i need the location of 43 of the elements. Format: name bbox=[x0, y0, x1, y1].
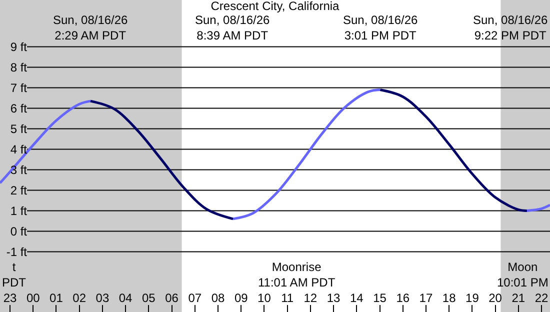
x-tick-label: 22 bbox=[534, 291, 549, 305]
x-tick-label: 06 bbox=[165, 291, 179, 305]
annotation: Sun, 08/16/26 2:29 AM PDT bbox=[53, 13, 128, 43]
y-tick-label: 2 ft bbox=[10, 183, 28, 198]
x-tick-label: 02 bbox=[72, 291, 86, 305]
y-tick-label: 6 ft bbox=[10, 101, 28, 116]
x-tick-label: 13 bbox=[326, 291, 341, 305]
y-tick-label: 7 ft bbox=[10, 80, 28, 95]
x-tick-label: 09 bbox=[234, 291, 248, 305]
annotation: Moon 10:01 PM bbox=[497, 260, 548, 290]
x-tick-label: 10 bbox=[258, 291, 272, 305]
y-tick-label: 1 ft bbox=[10, 204, 28, 218]
x-tick-label: 04 bbox=[118, 291, 133, 305]
x-tick-label: 20 bbox=[488, 291, 502, 305]
y-tick-label: 0 ft bbox=[10, 224, 28, 238]
x-tick-label: 00 bbox=[26, 291, 40, 305]
chart-title: Crescent City, California bbox=[210, 0, 340, 13]
annotation: Sun, 08/16/26 3:01 PM PDT bbox=[343, 13, 418, 43]
x-tick-label: 16 bbox=[396, 291, 410, 305]
annotation: Sun, 08/16/26 8:39 AM PDT bbox=[195, 13, 270, 43]
y-tick-label: 5 ft bbox=[10, 122, 28, 136]
x-tick-label: 01 bbox=[50, 291, 64, 305]
x-tick-label: 12 bbox=[304, 291, 318, 305]
annotation: t PDT bbox=[2, 260, 27, 290]
annotation: Sun, 08/16/26 9:22 PM PDT bbox=[473, 13, 548, 43]
x-tick-label: 17 bbox=[419, 291, 433, 305]
annotation: Moonrise 11:01 AM PDT bbox=[258, 260, 336, 290]
x-tick-label: 05 bbox=[142, 291, 156, 305]
y-tick-label: 3 ft bbox=[10, 162, 28, 177]
y-tick-label: 8 ft bbox=[10, 60, 28, 74]
x-tick-label: 18 bbox=[442, 291, 456, 305]
x-tick-label: 03 bbox=[96, 291, 110, 305]
x-tick-label: 11 bbox=[281, 291, 294, 305]
x-tick-label: 23 bbox=[3, 291, 18, 305]
y-tick-label: 9 ft bbox=[10, 40, 28, 54]
y-tick-label: -1 ft bbox=[6, 244, 28, 259]
x-tick-label: 15 bbox=[373, 291, 387, 305]
x-tick-label: 19 bbox=[466, 291, 480, 305]
x-tick-label: 21 bbox=[512, 291, 526, 305]
x-tick-label: 14 bbox=[350, 291, 364, 305]
x-tick-label: 08 bbox=[211, 291, 225, 305]
x-tick-label: 07 bbox=[188, 291, 202, 305]
y-tick-label: 4 ft bbox=[10, 142, 28, 156]
